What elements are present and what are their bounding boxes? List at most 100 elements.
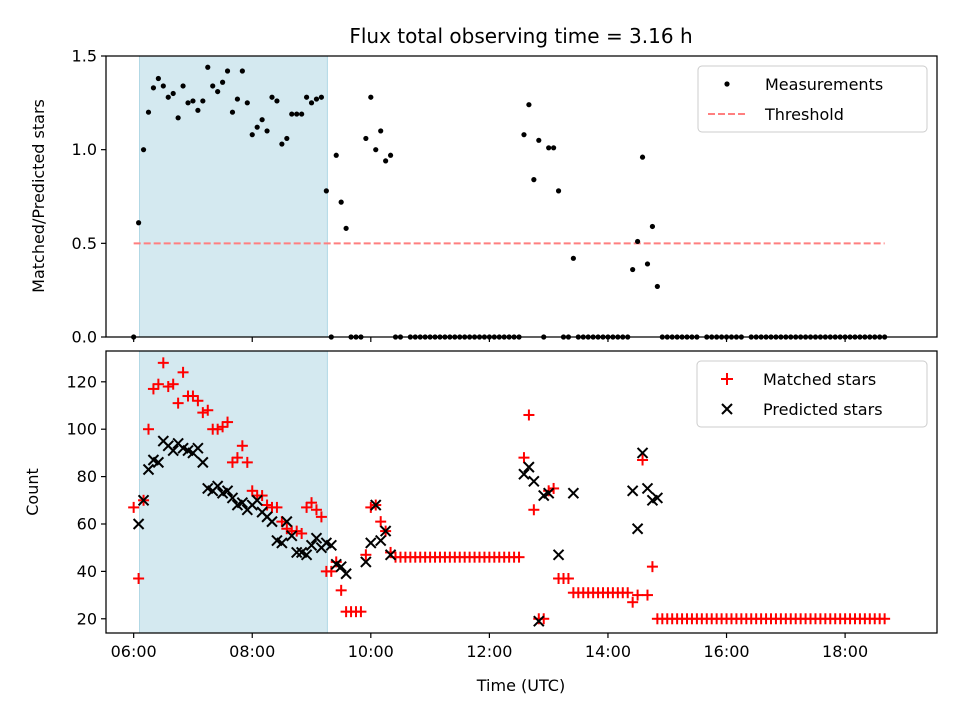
predicted-star-point xyxy=(281,515,293,528)
matched-star-point xyxy=(241,456,253,468)
measurement-point xyxy=(635,238,641,245)
x-tick-label: 06:00 xyxy=(111,642,157,661)
bottom-panel: 06:00 08:00 10:00 12:00 14:00 16:00 18:00 20 40… xyxy=(23,350,938,695)
measurement-point xyxy=(205,64,211,70)
y-tick-label: 1.0 xyxy=(72,140,97,159)
predicted-star-point xyxy=(552,549,565,561)
predicted-star-point xyxy=(221,485,234,497)
y-tick-label: 0.5 xyxy=(72,234,97,253)
top-legend-box xyxy=(697,65,928,133)
predicted-star-point xyxy=(226,492,239,504)
matched-star-point xyxy=(172,397,184,409)
measurement-point xyxy=(313,96,320,102)
matched-star-point xyxy=(128,501,140,513)
y-tick-label: 100 xyxy=(66,420,97,439)
measurement-point xyxy=(536,137,542,143)
measurement-point xyxy=(299,111,305,117)
measurement-point xyxy=(644,261,651,267)
predicted-star-point xyxy=(167,444,179,457)
predicted-star-point xyxy=(251,494,263,507)
matched-star-point xyxy=(641,589,653,601)
matched-star-point xyxy=(360,549,372,561)
bottom-y-ticks: 20 40 60 80 100 120 xyxy=(66,372,106,628)
top-y-ticks: 0.0 0.5 1.0 1.5 xyxy=(72,47,106,347)
matched-star-point xyxy=(622,587,634,599)
measurement-point xyxy=(284,135,290,142)
matched-star-point xyxy=(152,378,164,390)
matched-star-point xyxy=(879,613,891,625)
measurement-point xyxy=(639,154,646,160)
measurement-point xyxy=(308,100,315,106)
y-tick-label: 40 xyxy=(77,562,97,581)
measurement-point xyxy=(526,102,532,108)
measurement-point xyxy=(210,83,216,89)
measurement-point xyxy=(279,141,285,147)
measurement-point xyxy=(378,128,384,134)
matched-star-point xyxy=(222,416,234,428)
measurement-point xyxy=(333,152,339,158)
matched-star-point xyxy=(355,606,367,618)
matched-star-point xyxy=(310,504,322,516)
y-tick-label: 120 xyxy=(66,372,97,391)
predicted-star-point xyxy=(379,525,392,537)
predicted-star-point xyxy=(636,447,649,459)
predicted-star-point xyxy=(384,549,397,561)
measurement-point xyxy=(269,94,275,100)
top-y-axis-label: Matched/Predicted stars xyxy=(29,99,48,293)
measurement-point xyxy=(155,75,161,82)
matched-star-point xyxy=(306,497,318,509)
bottom-axes-frame xyxy=(105,350,938,634)
matched-star-point xyxy=(142,423,154,435)
y-tick-label: 80 xyxy=(77,467,97,486)
matched-star-point xyxy=(271,501,283,513)
measurement-point xyxy=(338,199,344,205)
measurement-point xyxy=(630,266,636,273)
matched-star-point xyxy=(157,357,169,369)
bottom-y-axis-label: Count xyxy=(23,468,42,516)
legend-predicted-label: Predicted stars xyxy=(763,400,883,419)
predicted-star-point xyxy=(132,518,145,530)
predicted-star-point xyxy=(370,499,382,511)
matched-star-point xyxy=(246,485,258,497)
measurement-point xyxy=(570,255,576,261)
predicted-star-point xyxy=(340,568,352,580)
measurement-point xyxy=(185,100,191,106)
top-x-ticks xyxy=(133,337,846,342)
matched-star-point xyxy=(646,561,658,573)
predicted-star-point xyxy=(276,537,288,549)
measurement-point xyxy=(145,109,152,115)
matched-star-point xyxy=(261,499,273,511)
matched-star-point xyxy=(162,381,174,393)
predicted-stars-points xyxy=(132,435,664,627)
legend-matched-label: Matched stars xyxy=(763,370,876,389)
y-tick-label: 0.0 xyxy=(72,328,97,347)
bottom-legend: Matched stars Predicted stars xyxy=(696,360,928,428)
measurement-point xyxy=(254,124,260,130)
matched-star-point xyxy=(236,440,248,452)
matched-star-point xyxy=(637,454,649,466)
legend-measurements-marker xyxy=(724,81,730,87)
top-chart-title: Flux total observing time = 3.16 h xyxy=(349,24,692,48)
predicted-star-point xyxy=(142,463,155,476)
matched-star-point xyxy=(281,523,293,535)
matched-star-point xyxy=(177,366,189,378)
measurement-point xyxy=(224,68,231,74)
x-tick-label: 18:00 xyxy=(822,642,868,661)
matched-star-point xyxy=(217,421,229,433)
matched-star-point xyxy=(375,516,387,528)
x-tick-label: 16:00 xyxy=(703,642,749,661)
predicted-star-point xyxy=(626,485,639,497)
measurement-point xyxy=(175,115,181,121)
measurement-point xyxy=(215,88,221,95)
predicted-star-point xyxy=(300,549,313,561)
predicted-star-point xyxy=(567,487,580,499)
predicted-star-point xyxy=(286,530,298,542)
measurement-point xyxy=(170,90,176,97)
top-legend: Measurements Threshold xyxy=(697,65,928,133)
predicted-star-point xyxy=(631,523,644,535)
matched-star-point xyxy=(513,551,525,563)
measurement-point xyxy=(239,68,245,74)
measurement-point xyxy=(373,147,379,153)
measurement-point xyxy=(649,223,656,230)
x-tick-label: 14:00 xyxy=(585,642,631,661)
